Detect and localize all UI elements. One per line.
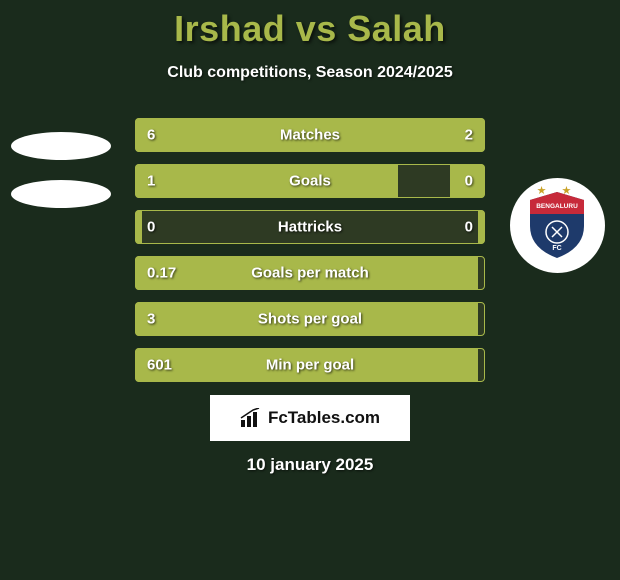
subtitle: Club competitions, Season 2024/2025 — [0, 64, 620, 82]
chart-icon — [240, 408, 262, 428]
crest-top-text: BENGALURU — [536, 203, 578, 210]
left-player-badge — [6, 115, 116, 225]
bar-right-value: 0 — [465, 219, 473, 236]
stat-bar: Min per goal 601 — [135, 348, 485, 382]
club-crest: ★ ★ BENGALURU FC — [510, 178, 605, 273]
bar-label: Shots per goal — [258, 311, 362, 328]
page-title: Irshad vs Salah — [0, 0, 620, 50]
bar-left-value: 1 — [147, 173, 155, 190]
footer-logo: FcTables.com — [210, 395, 410, 441]
bar-left-value: 0.17 — [147, 265, 176, 282]
stat-bar: Hattricks 0 0 — [135, 210, 485, 244]
bar-label: Goals per match — [251, 265, 369, 282]
right-player-badge: ★ ★ BENGALURU FC — [502, 170, 612, 280]
bar-left-value: 0 — [147, 219, 155, 236]
bar-right-fill — [478, 210, 485, 244]
stats-bars: Matches 6 2 Goals 1 0 Hattricks 0 0 Goals per mat… — [135, 118, 485, 394]
stat-bar: Goals 1 0 — [135, 164, 485, 198]
footer-logo-text: FcTables.com — [268, 408, 380, 428]
crest-bottom-text: FC — [552, 245, 561, 252]
footer-date: 10 january 2025 — [0, 455, 620, 475]
placeholder-ellipse-icon — [11, 180, 111, 208]
shield-icon: BENGALURU FC — [526, 190, 588, 260]
bar-left-fill — [135, 164, 398, 198]
bar-right-value: 2 — [465, 127, 473, 144]
placeholder-ellipse-icon — [11, 132, 111, 160]
bar-label: Goals — [289, 173, 331, 190]
bar-left-value: 3 — [147, 311, 155, 328]
bar-right-value: 0 — [465, 173, 473, 190]
bar-label: Matches — [280, 127, 340, 144]
stat-bar: Matches 6 2 — [135, 118, 485, 152]
bar-left-fill — [135, 210, 142, 244]
stat-bar: Shots per goal 3 — [135, 302, 485, 336]
stat-bar: Goals per match 0.17 — [135, 256, 485, 290]
bar-left-value: 601 — [147, 357, 172, 374]
bar-label: Hattricks — [278, 219, 342, 236]
bar-left-value: 6 — [147, 127, 155, 144]
bar-left-fill — [135, 118, 398, 152]
bar-label: Min per goal — [266, 357, 354, 374]
